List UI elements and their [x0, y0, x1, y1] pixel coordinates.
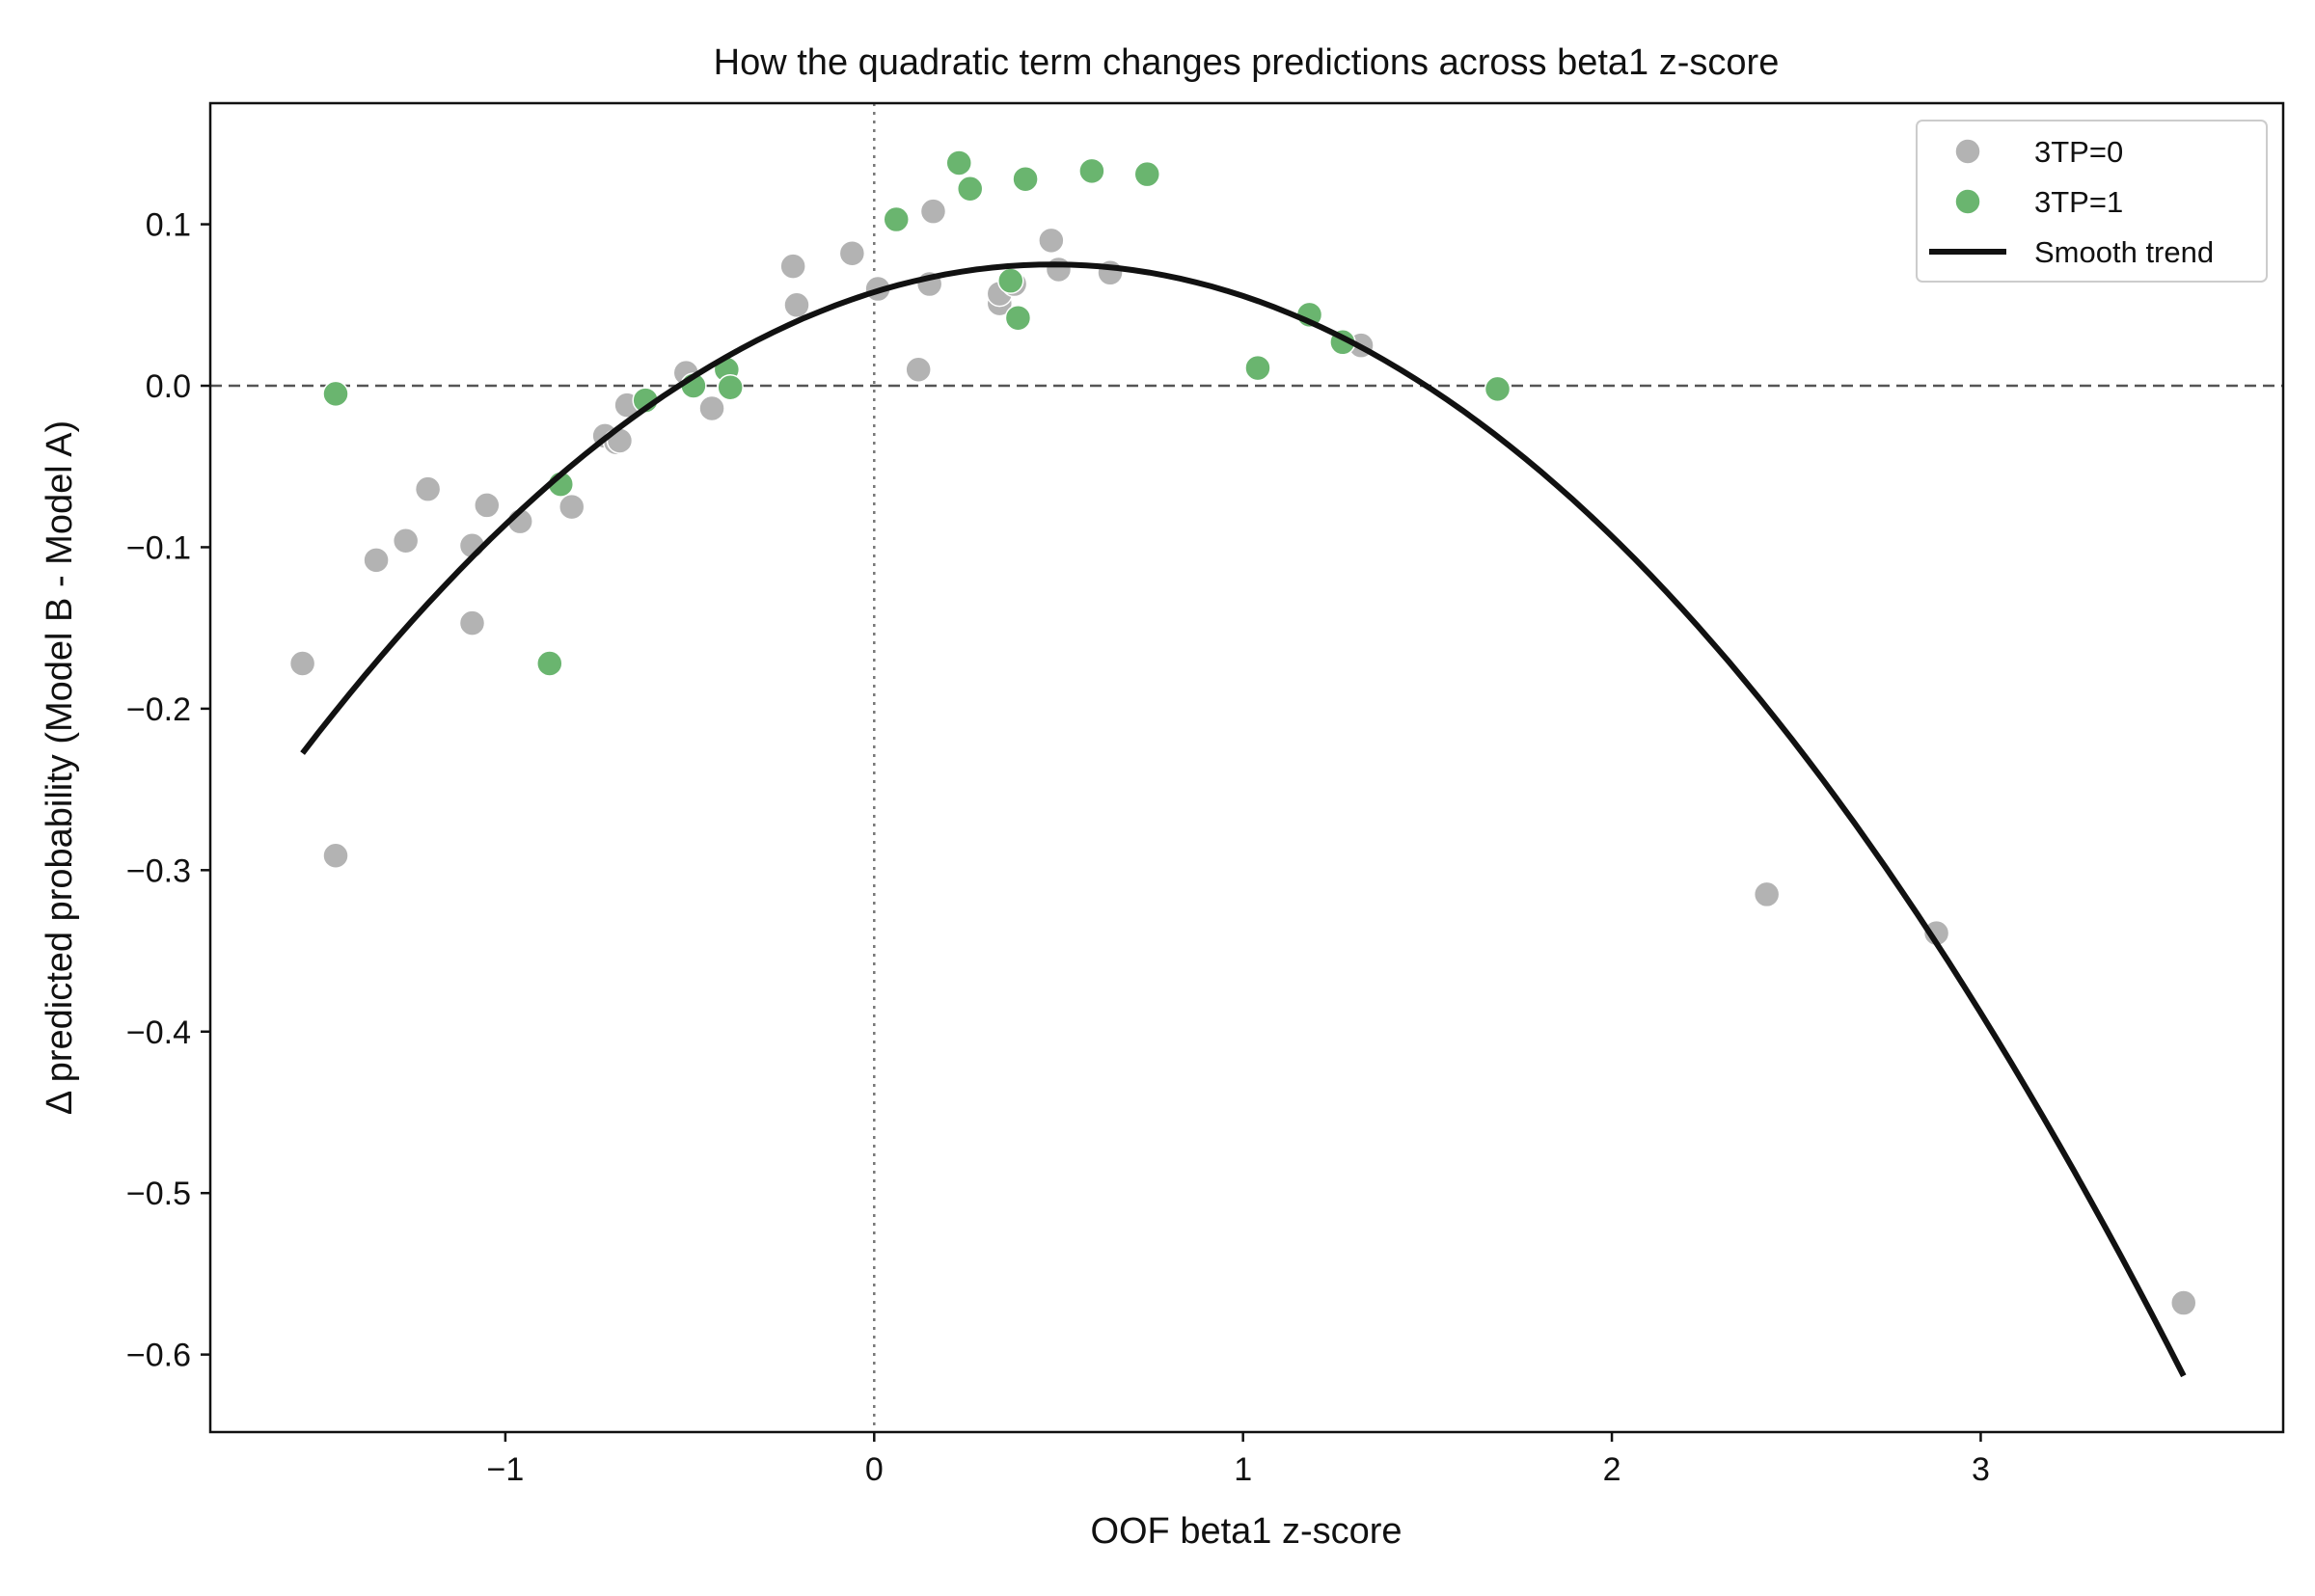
x-axis: −1 0 1 2 3 [487, 1432, 1990, 1488]
x-tick-label: −1 [487, 1451, 525, 1488]
x-tick-label: 0 [865, 1451, 884, 1488]
scatter-point-series-2 [1012, 165, 1039, 193]
scatter-point-series-1 [322, 842, 349, 870]
scatter-point-series-1 [392, 527, 420, 555]
y-tick-label: −0.4 [126, 1014, 191, 1051]
y-tick-label: −0.3 [126, 852, 191, 889]
scatter-point-series-2 [883, 205, 910, 233]
scatter-point-series-1 [1038, 227, 1065, 255]
x-axis-label: OOF beta1 z-score [1090, 1511, 1402, 1552]
x-tick-label: 3 [1972, 1451, 1990, 1488]
scatter-point-series-1 [558, 493, 586, 521]
legend: 3TP=0 3TP=1 Smooth trend [1916, 120, 2268, 283]
plot-area [210, 103, 2283, 1432]
scatter-point-series-1 [2170, 1289, 2197, 1316]
scatter-point-series-1 [414, 475, 442, 502]
y-axis-label: Δ predicted probability (Model B - Model… [40, 420, 80, 1115]
scatter-point-series-2 [717, 373, 744, 401]
scatter-point-series-2 [1078, 157, 1105, 185]
scatter-point-series-1 [1045, 256, 1073, 284]
y-tick-label: 0.0 [146, 368, 191, 405]
scatter-point-series-1 [698, 394, 725, 422]
x-tick-label: 2 [1603, 1451, 1621, 1488]
y-tick-label: −0.1 [126, 529, 191, 566]
y-tick-label: −0.5 [126, 1176, 191, 1212]
y-tick-label: 0.1 [146, 207, 191, 244]
scatter-point-series-2 [945, 149, 972, 176]
scatter-point-series-1 [474, 492, 501, 519]
legend-marker-series-1 [1954, 138, 1981, 165]
smooth-trend-line [300, 261, 2187, 1378]
scatter-point-series-2 [322, 380, 349, 408]
scatter-point-series-1 [783, 291, 810, 319]
scatter-point-series-2 [1244, 354, 1271, 382]
y-tick-label: −0.2 [126, 691, 191, 728]
legend-box [1916, 120, 2268, 283]
x-tick-label: 1 [1234, 1451, 1252, 1488]
scatter-point-series-2 [1133, 160, 1161, 188]
scatter-point-series-1 [458, 609, 486, 636]
scatter-point-series-1 [838, 239, 866, 267]
y-axis: 0.1 0.0 −0.1 −0.2 −0.3 −0.4 −0.5 −0.6 [126, 207, 210, 1374]
scatter-point-series-1 [363, 547, 390, 574]
legend-marker-series-2 [1954, 188, 1981, 215]
scatter-point-series-2 [1004, 304, 1032, 332]
chart-title: How the quadratic term changes predictio… [714, 42, 1780, 83]
legend-label: Smooth trend [2034, 235, 2214, 269]
legend-label: 3TP=0 [2034, 135, 2123, 169]
y-tick-label: −0.6 [126, 1338, 191, 1374]
scatter-point-series-2 [536, 650, 563, 677]
scatter-point-series-2 [956, 175, 984, 203]
scatter-point-series-2 [997, 267, 1024, 294]
scatter-point-series-1 [779, 253, 806, 280]
scatter-point-series-1 [1753, 880, 1781, 908]
scatter-point-series-1 [905, 356, 932, 384]
scatter-point-series-1 [919, 198, 947, 225]
scatter-point-series-1 [288, 650, 316, 677]
scatter-point-series-2 [1484, 375, 1512, 403]
legend-label: 3TP=1 [2034, 185, 2123, 219]
plot-frame [208, 101, 2285, 1434]
